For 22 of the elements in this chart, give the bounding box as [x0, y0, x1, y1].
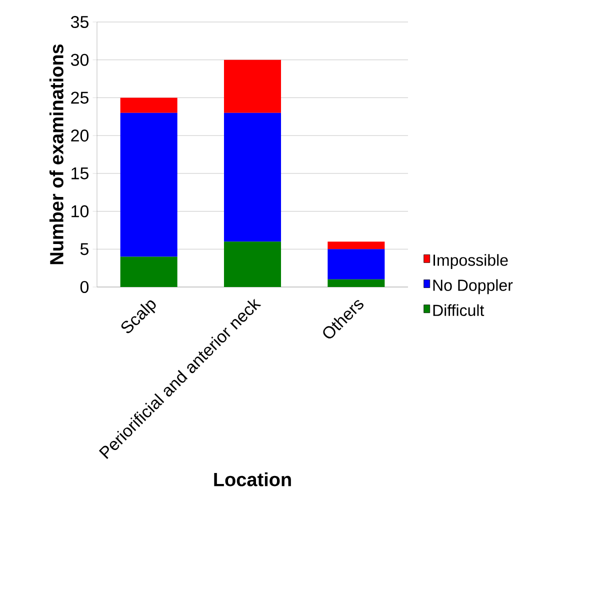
bar: [328, 242, 385, 250]
legend-label: Difficult: [433, 304, 484, 316]
bar: [224, 112, 282, 242]
y-tick-label: 10: [72, 205, 89, 218]
bar: [328, 249, 385, 280]
legend-label: No Doppler: [433, 279, 513, 294]
bar: [328, 279, 385, 287]
y-tick-label: 25: [71, 92, 88, 104]
y-tick-label: 35: [70, 16, 88, 28]
y-tick-label: 0: [80, 280, 89, 294]
bar: [224, 242, 282, 287]
x-axis-title: Location: [214, 472, 291, 486]
bar: [224, 60, 282, 113]
bar: [120, 112, 178, 257]
y-tick-label: 30: [70, 54, 89, 66]
y-tick-label: 15: [72, 167, 88, 180]
y-tick-label: 5: [80, 243, 88, 256]
legend-label: Impossible: [434, 254, 508, 270]
y-axis-title: Number of examinations: [49, 44, 64, 264]
bar: [120, 256, 178, 287]
bar: [120, 98, 178, 113]
y-tick-label: 20: [71, 130, 89, 142]
